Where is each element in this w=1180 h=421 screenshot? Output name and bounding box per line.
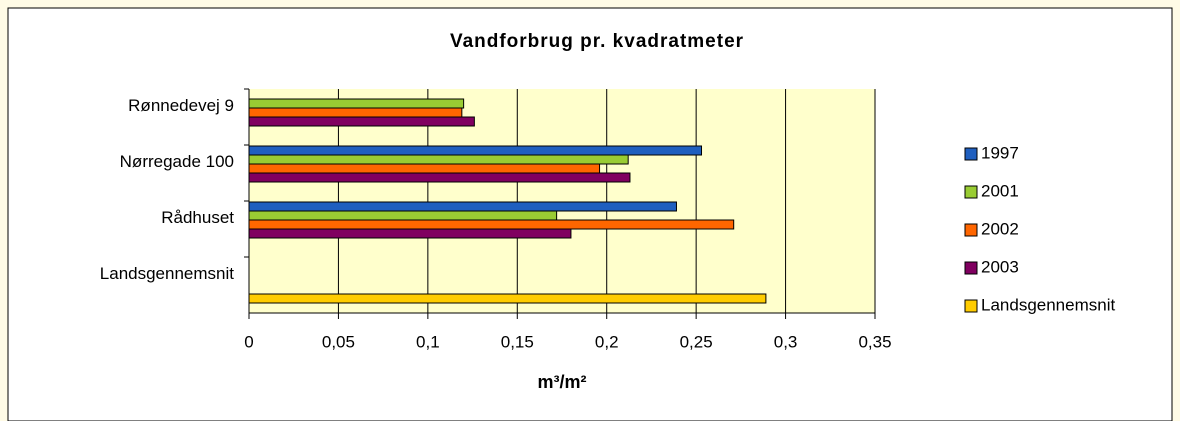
x-tick-label: 0,3 (774, 332, 798, 351)
chart-title: Vandforbrug pr. kvadratmeter (450, 31, 744, 52)
legend-swatch (964, 185, 978, 199)
legend-swatch (964, 299, 978, 313)
bar (248, 163, 601, 174)
legend-swatch (964, 261, 978, 275)
x-tick-label: 0 (244, 332, 253, 351)
bar (248, 293, 767, 304)
y-tick-label: Rønnedevej 9 (128, 96, 234, 115)
bar (248, 145, 703, 156)
bar (248, 116, 475, 127)
bar (248, 172, 631, 183)
x-tick-label: 0,1 (416, 332, 440, 351)
x-tick-label: 0,25 (680, 332, 713, 351)
bar (248, 210, 558, 221)
legend-swatch (964, 147, 978, 161)
legend-swatch (964, 223, 978, 237)
legend-label: 1997 (981, 143, 1019, 162)
bar (248, 154, 629, 165)
bar (248, 219, 735, 230)
x-axis-label: m³/m² (538, 372, 587, 392)
x-tick-label: 0,15 (501, 332, 534, 351)
y-tick-label: Rådhuset (161, 208, 234, 227)
y-tick-label: Nørregade 100 (120, 152, 234, 171)
y-tick-label: Landsgennemsnit (100, 264, 234, 283)
bar (248, 107, 463, 118)
legend-label: Landsgennemsnit (981, 295, 1115, 314)
x-tick-label: 0,2 (595, 332, 619, 351)
bar (248, 228, 572, 239)
x-tick-label: 0,05 (322, 332, 355, 351)
bar (248, 98, 465, 109)
bar (248, 201, 677, 212)
legend-label: 2003 (981, 257, 1019, 276)
legend-label: 2002 (981, 219, 1019, 238)
legend-label: 2001 (981, 181, 1019, 200)
x-tick-label: 0,35 (858, 332, 891, 351)
